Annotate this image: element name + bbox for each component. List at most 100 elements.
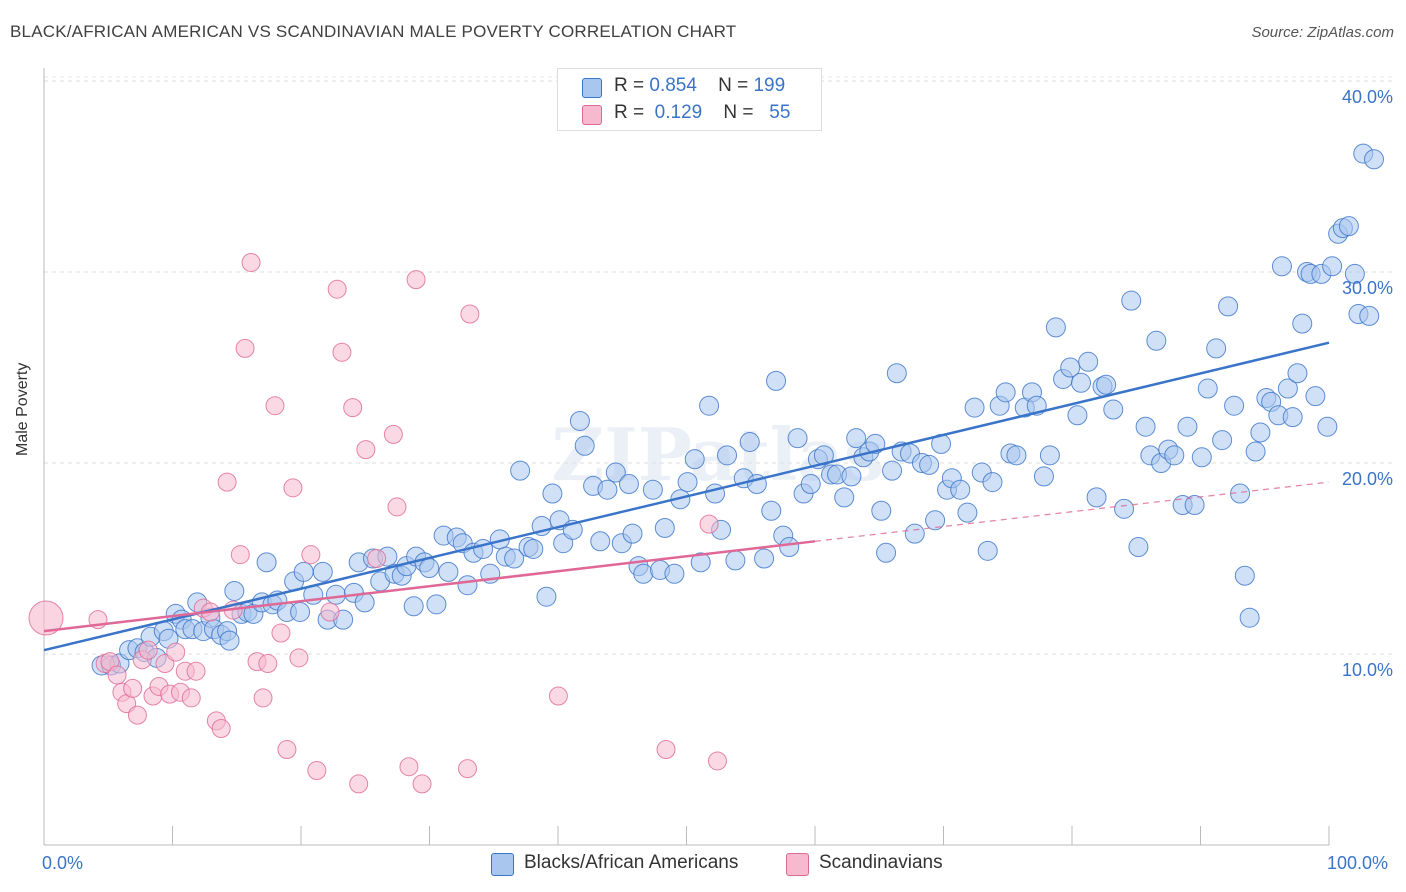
blacks-point <box>542 483 563 504</box>
blacks-point <box>919 454 940 475</box>
blacks-point <box>1250 422 1271 443</box>
blacks-point <box>1135 416 1156 437</box>
blacks-point <box>995 382 1016 403</box>
blacks-point <box>876 542 897 563</box>
blacks-point <box>426 594 447 615</box>
blacks-point <box>925 510 946 531</box>
blacks-point <box>622 523 643 544</box>
blue-swatch-icon <box>491 853 514 876</box>
scandinavians-point <box>656 740 676 759</box>
x-tick-min: 0.0% <box>42 853 84 873</box>
blacks-point <box>664 563 685 584</box>
correlation-legend: R = 0.854 N = 199 R = 0.129 N = 55 <box>557 68 822 131</box>
blacks-point <box>510 460 531 481</box>
blacks-point <box>403 596 424 617</box>
blacks-point <box>457 575 478 596</box>
blacks-point <box>1121 290 1142 311</box>
blacks-point <box>725 550 746 571</box>
source-label: Source: ZipAtlas.com <box>1251 24 1394 41</box>
scandinavians-point <box>383 424 403 444</box>
scandinavians-large-point <box>28 600 64 636</box>
blacks-point <box>1206 338 1227 359</box>
r-value: 0.854 <box>649 75 697 96</box>
scandinavians-point <box>460 304 480 324</box>
blacks-point <box>1282 407 1303 428</box>
blacks-point <box>834 487 855 508</box>
scandinavians-point <box>301 545 321 565</box>
r-label: R = <box>614 75 645 96</box>
blacks-point <box>1287 363 1308 384</box>
blacks-point <box>1344 263 1365 284</box>
x-tick-max: 100.0% <box>1327 853 1389 873</box>
scandinavians-point <box>327 279 347 299</box>
blacks-point <box>597 479 618 500</box>
blacks-point <box>1103 399 1124 420</box>
blacks-point <box>841 466 862 487</box>
blacks-point <box>1060 357 1081 378</box>
blacks-point <box>224 580 245 601</box>
scandinavians-point <box>235 338 255 358</box>
scandinavians-point <box>138 640 158 660</box>
scandinavians-point <box>241 252 261 272</box>
blacks-point <box>1096 374 1117 395</box>
scandinavians-point <box>265 396 285 416</box>
blacks-point <box>677 472 698 493</box>
blacks-point <box>684 449 705 470</box>
scandinavians-point <box>283 478 303 498</box>
blacks-point <box>1305 386 1326 407</box>
scandinavians-point <box>356 440 376 460</box>
scandinavians-point <box>406 270 426 290</box>
blacks-point <box>690 552 711 573</box>
blacks-point <box>1224 395 1245 416</box>
blacks-point <box>1128 537 1149 558</box>
scandinavians-point <box>127 705 147 725</box>
scandinavians-point <box>458 759 478 779</box>
n-label: N = <box>723 102 754 123</box>
scandinavians-trend-extension <box>814 481 1330 542</box>
blacks-point <box>1033 466 1054 487</box>
blacks-point <box>605 462 626 483</box>
blacks-point <box>1277 378 1298 399</box>
blacks-point <box>717 445 738 466</box>
r-label: R = <box>614 102 645 123</box>
blacks-point <box>1086 487 1107 508</box>
scandinavians-point <box>271 623 291 643</box>
blacks-point <box>846 428 867 449</box>
scandinavians-point <box>349 774 369 794</box>
blacks-point <box>865 433 886 454</box>
blacks-point <box>1245 441 1266 462</box>
blacks-point <box>1045 317 1066 338</box>
blacks-point <box>523 538 544 559</box>
scandinavians-point <box>307 761 327 781</box>
scandinavians-point <box>289 648 309 668</box>
scandinavians-point <box>107 665 127 685</box>
blacks-point <box>618 474 639 495</box>
blacks-point <box>1164 445 1185 466</box>
scandinavians-point <box>181 688 201 708</box>
scandinavians-point <box>367 549 387 568</box>
scandinavians-point <box>253 688 273 708</box>
scandinavians-point <box>412 774 432 794</box>
blacks-point <box>1197 378 1218 399</box>
scandinavians-point <box>258 654 278 674</box>
blacks-point <box>1317 416 1338 437</box>
scandinavians-point <box>399 757 419 777</box>
blacks-point <box>800 474 821 495</box>
scandinavians-point <box>217 472 237 492</box>
n-label: N = <box>718 75 749 96</box>
pink-swatch-icon <box>786 853 809 876</box>
blacks-point <box>325 584 346 605</box>
blacks-point <box>886 363 907 384</box>
blacks-point <box>950 479 971 500</box>
scandinavians-point <box>320 602 340 622</box>
blacks-point <box>813 445 834 466</box>
y-tick-30: 30.0% <box>1341 278 1393 298</box>
scandinavians-point <box>230 545 250 565</box>
legend-label: Blacks/African Americans <box>524 852 739 873</box>
scandinavians-point <box>548 686 568 706</box>
blacks-point <box>1271 256 1292 277</box>
blacks-point <box>699 395 720 416</box>
scandinavians-point <box>332 342 352 362</box>
blacks-point <box>1364 149 1384 170</box>
blacks-point <box>871 500 892 521</box>
